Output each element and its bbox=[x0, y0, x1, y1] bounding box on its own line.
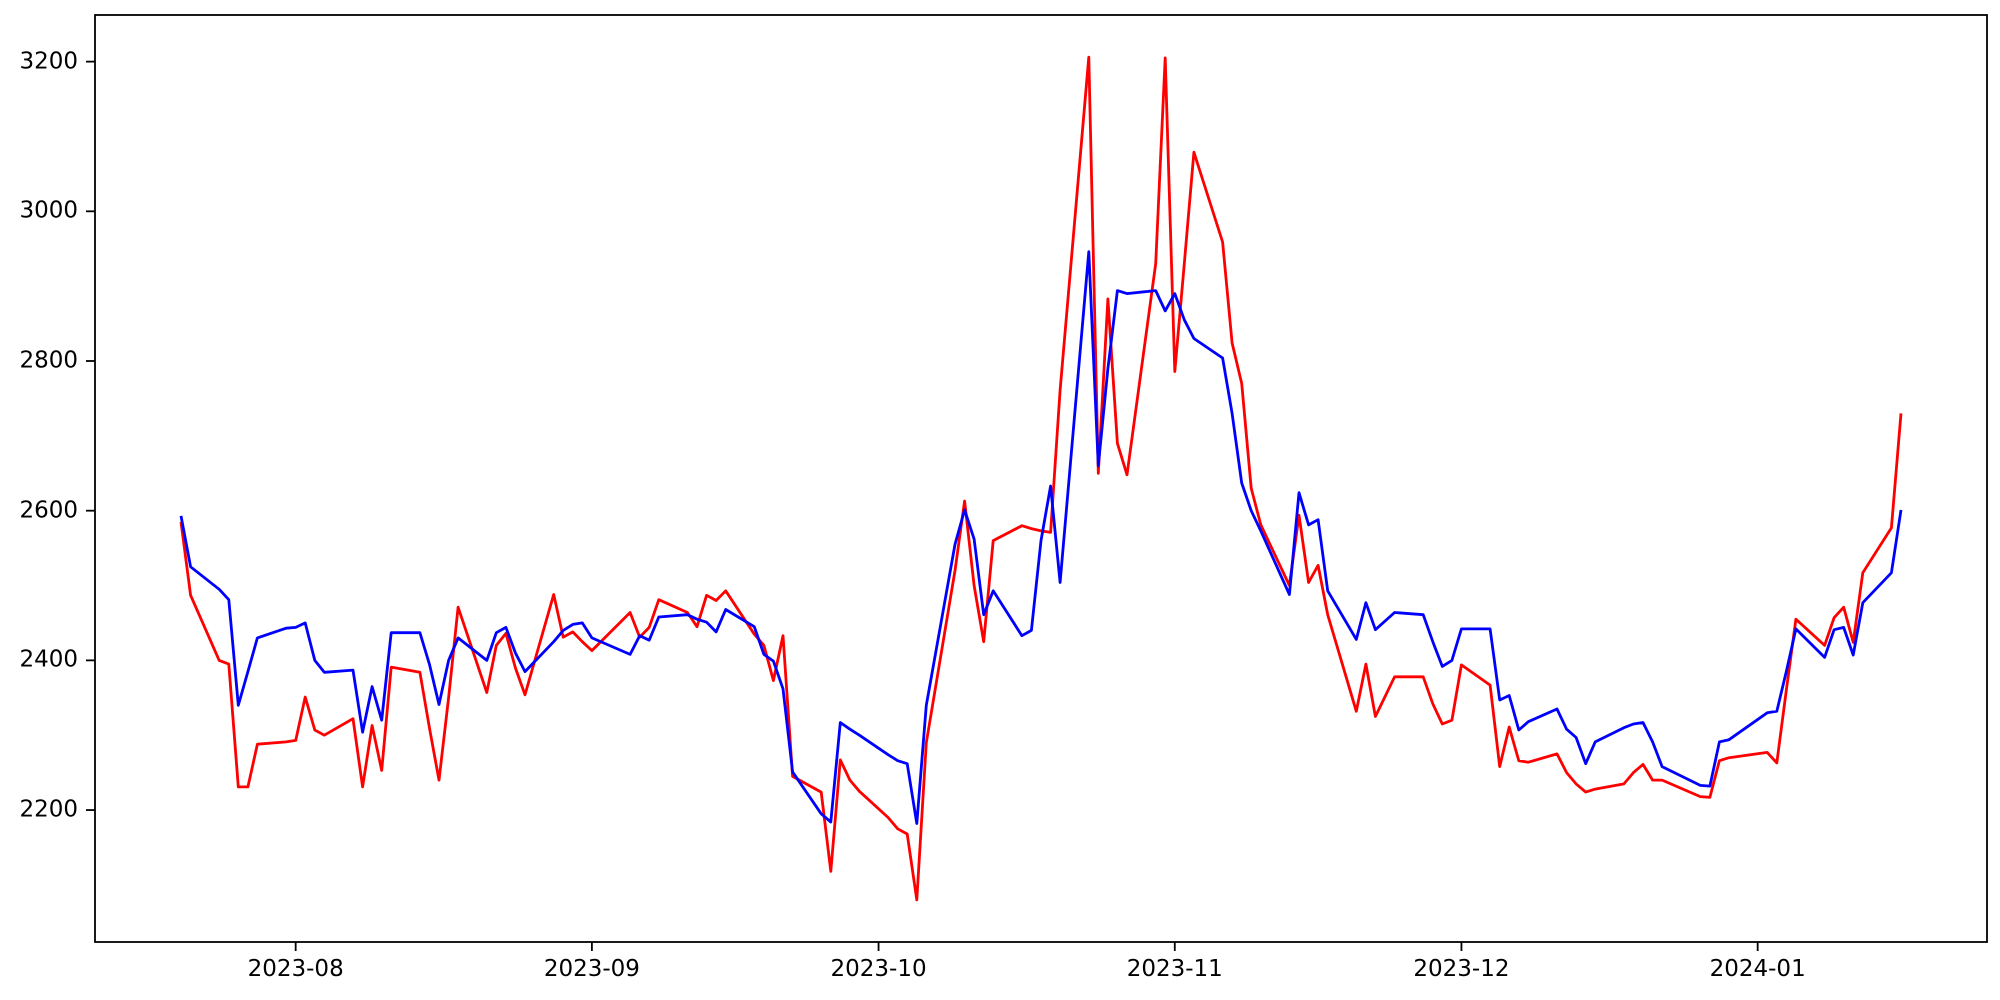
y-tick-label: 2800 bbox=[19, 347, 78, 374]
y-tick-label: 3200 bbox=[19, 48, 78, 75]
y-tick-label: 3000 bbox=[19, 197, 78, 224]
x-tick-label: 2023-11 bbox=[1126, 956, 1223, 982]
x-tick-label: 2023-08 bbox=[247, 956, 344, 982]
x-tick-label: 2023-09 bbox=[543, 956, 640, 982]
red-series-line bbox=[179, 55, 1903, 902]
y-tick-label: 2400 bbox=[19, 646, 78, 673]
blue-series-line bbox=[179, 250, 1903, 825]
y-tick-label: 2600 bbox=[19, 497, 78, 524]
x-tick-label: 2023-10 bbox=[830, 956, 927, 982]
axis-tick-marks bbox=[86, 60, 1759, 951]
x-tick-label: 2024-01 bbox=[1709, 956, 1806, 982]
plot-border bbox=[94, 14, 1988, 943]
y-tick-label: 2200 bbox=[19, 796, 78, 823]
x-tick-label: 2023-12 bbox=[1413, 956, 1510, 982]
